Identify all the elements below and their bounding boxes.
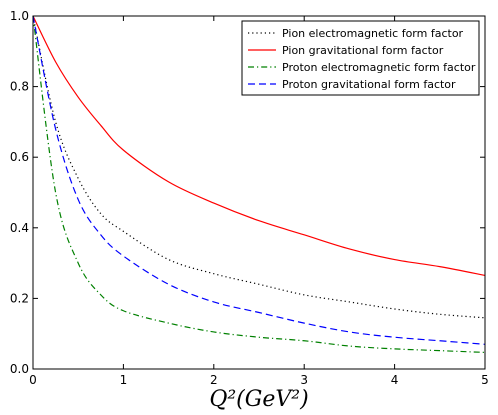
series-line-3 xyxy=(32,15,486,345)
series-line-1 xyxy=(32,15,486,277)
y-tick-label-0: 0.0 xyxy=(10,362,29,376)
y-tick-label-3: 0.6 xyxy=(10,150,29,164)
x-tick-label-0: 0 xyxy=(29,373,37,387)
x-tick-label-3: 3 xyxy=(300,373,308,387)
x-tick-label-2: 2 xyxy=(210,373,218,387)
x-tick-label-4: 4 xyxy=(391,373,399,387)
legend-label-1: Pion gravitational form factor xyxy=(282,44,444,57)
axes-layer: 0 1 2 3 4 5 0.0 0.2 0.4 0.6 0.8 1.0 xyxy=(10,9,489,387)
plot-frame xyxy=(32,15,486,370)
y-tick-label-5: 1.0 xyxy=(10,9,29,23)
legend-label-3: Proton gravitational form factor xyxy=(282,78,456,91)
legend-box xyxy=(241,20,480,96)
legend-label-0: Pion electromagnetic form factor xyxy=(282,27,464,40)
x-axis-label: Q²(GeV²) xyxy=(209,387,308,412)
series-line-0 xyxy=(32,15,486,319)
legend-label-2: Proton electromagnetic form factor xyxy=(282,61,476,74)
series-layer xyxy=(32,15,486,354)
y-tick-label-1: 0.2 xyxy=(10,291,29,305)
legend: Pion electromagnetic form factor Pion gra… xyxy=(241,20,480,96)
y-tick-label-4: 0.8 xyxy=(10,80,29,94)
x-tick-label-5: 5 xyxy=(481,373,489,387)
series-line-2 xyxy=(32,15,486,354)
x-tick-label-1: 1 xyxy=(120,373,128,387)
y-tick-label-2: 0.4 xyxy=(10,221,29,235)
